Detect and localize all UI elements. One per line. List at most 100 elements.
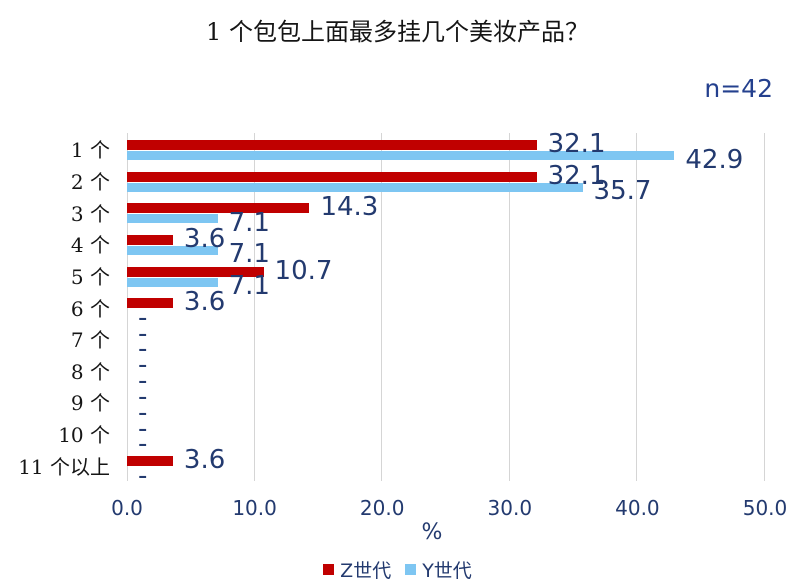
Z世代-bar <box>127 266 264 277</box>
bar-line: - <box>127 431 765 457</box>
bar-row: 3.6 - <box>127 289 765 331</box>
bar-value-label: 7.1 <box>228 207 270 238</box>
gridline <box>381 133 383 481</box>
bar-row: -- <box>127 384 765 426</box>
Y世代-bar <box>127 277 218 287</box>
bar-row: 32.1 35.7 <box>127 163 765 204</box>
bar-line: - <box>127 352 765 378</box>
Z世代-bar <box>127 456 173 467</box>
bar-line: - <box>127 400 765 426</box>
legend-swatch <box>405 564 417 575</box>
chart-title: 1 个包包上面最多挂几个美妆产品？ <box>206 18 589 46</box>
legend: Z世代 Y世代 <box>0 556 795 583</box>
x-tick-label: 0.0 <box>111 496 143 520</box>
bar-line: 3.6 <box>127 289 765 315</box>
bar-line: 7.1 <box>127 241 765 267</box>
gridline <box>764 133 765 481</box>
bar-line: 7.1 <box>127 210 765 236</box>
category-label: 5 个 <box>70 264 110 289</box>
Z世代-bar <box>127 203 310 214</box>
bar-value-label: - <box>138 334 148 365</box>
bar-value-label: - <box>138 382 148 413</box>
category-label: 3 个 <box>70 201 110 226</box>
bar-line: 14.3 <box>127 194 765 220</box>
Z世代-bar <box>127 298 173 309</box>
bar-value-label: 10.7 <box>274 255 333 286</box>
Y世代-bar <box>127 214 218 224</box>
bar-value-label: - <box>138 429 148 460</box>
bar-line: - <box>127 336 765 362</box>
bar-row: -- <box>127 352 765 394</box>
legend-label: Z世代 <box>340 560 392 582</box>
bar-value-label: - <box>138 350 148 381</box>
x-tick-label: 10.0 <box>232 496 277 520</box>
bar-line: - <box>127 321 765 347</box>
bar-line: - <box>127 305 765 331</box>
legend-swatch <box>323 564 335 575</box>
x-tick-label: 20.0 <box>359 496 405 520</box>
bar-line: - <box>127 416 765 442</box>
bar-value-label: - <box>138 460 148 491</box>
plot-area: 32.1 42.9 32.1 35.7 14.3 7.1 3.6 7.1 10.7 7.1 3.6-… <box>127 131 765 489</box>
x-axis-title-text: % <box>421 520 443 545</box>
x-tick-label: 30.0 <box>487 496 533 520</box>
category-label: 7 个 <box>70 328 110 353</box>
legend-item-Y世代: Y世代 <box>405 556 472 583</box>
bar-value-label: 7.1 <box>228 239 270 270</box>
bar-value-label: - <box>138 302 148 333</box>
Y世代-bar <box>127 245 218 255</box>
bar-rows: 32.1 42.9 32.1 35.7 14.3 7.1 3.6 7.1 10.7 7.1 3.6-… <box>127 131 765 489</box>
bar-value-label: 42.9 <box>685 144 744 175</box>
bar-line: 35.7 <box>127 178 765 204</box>
category-label: 6 个 <box>70 296 110 321</box>
category-label: 4 个 <box>70 233 110 258</box>
bar-row: 10.7 7.1 <box>127 255 765 299</box>
x-axis-ticks: 0.0 10.0 20.0 30.0 40.0 50.0 <box>111 496 787 520</box>
category-label: 10 个 <box>58 423 110 448</box>
category-label: 8 个 <box>70 359 110 384</box>
Z世代-bar <box>127 140 537 150</box>
legend-label: Y世代 <box>422 560 472 582</box>
bar-value-label: 35.7 <box>593 176 652 207</box>
bar-line: - <box>127 384 765 410</box>
bar-value-label: 3.6 <box>183 223 226 254</box>
bar-value-label: 14.3 <box>320 192 379 223</box>
bar-row: 3.6 7.1 <box>127 226 765 267</box>
bar-value-label: 3.6 <box>183 445 226 476</box>
bar-line: 32.1 <box>127 131 765 157</box>
bar-value-label: 3.6 <box>183 287 226 318</box>
Y世代-bar <box>127 182 583 192</box>
category-label: 11 个以上 <box>18 454 110 479</box>
bar-value-label: 7.1 <box>228 271 270 302</box>
x-axis-title: % <box>127 520 765 545</box>
bar-value-label: - <box>138 318 148 349</box>
y-axis-labels: 1 个 2 个 3 个 4 个 5 个 6 个 7 个 8 个 9 个 10 个 11 个以上 <box>0 133 119 481</box>
gridline <box>636 133 638 481</box>
bar-row: 3.6 - <box>127 447 765 489</box>
bar-line: 3.6 <box>127 226 765 252</box>
category-label: 2 个 <box>70 169 110 194</box>
bar-line: 42.9 <box>127 147 765 173</box>
bar-line: 32.1 <box>127 163 765 189</box>
Z世代-bar <box>127 234 173 245</box>
bar-line: 7.1 <box>127 273 765 299</box>
Z世代-bar <box>127 171 537 182</box>
x-tick-label: 50.0 <box>742 496 788 520</box>
category-label: 1 个 <box>70 138 110 163</box>
Y世代-bar <box>127 151 675 160</box>
legend-item-Z世代: Z世代 <box>323 556 391 583</box>
bar-row: -- <box>127 416 765 458</box>
bar-line: 3.6 <box>127 447 765 473</box>
x-tick-label: 40.0 <box>615 496 660 520</box>
bar-value-label: - <box>138 413 148 444</box>
bar-row: 32.1 42.9 <box>127 131 765 173</box>
gridline <box>253 133 255 481</box>
bar-value-label: - <box>138 365 148 396</box>
bar-value-label: 32.1 <box>547 160 606 191</box>
bar-line: - <box>127 463 765 489</box>
bar-value-label: 32.1 <box>547 129 606 159</box>
gridline <box>508 133 510 481</box>
sample-size-annotation: n=42 <box>704 74 773 103</box>
bar-value-label: - <box>138 397 148 428</box>
